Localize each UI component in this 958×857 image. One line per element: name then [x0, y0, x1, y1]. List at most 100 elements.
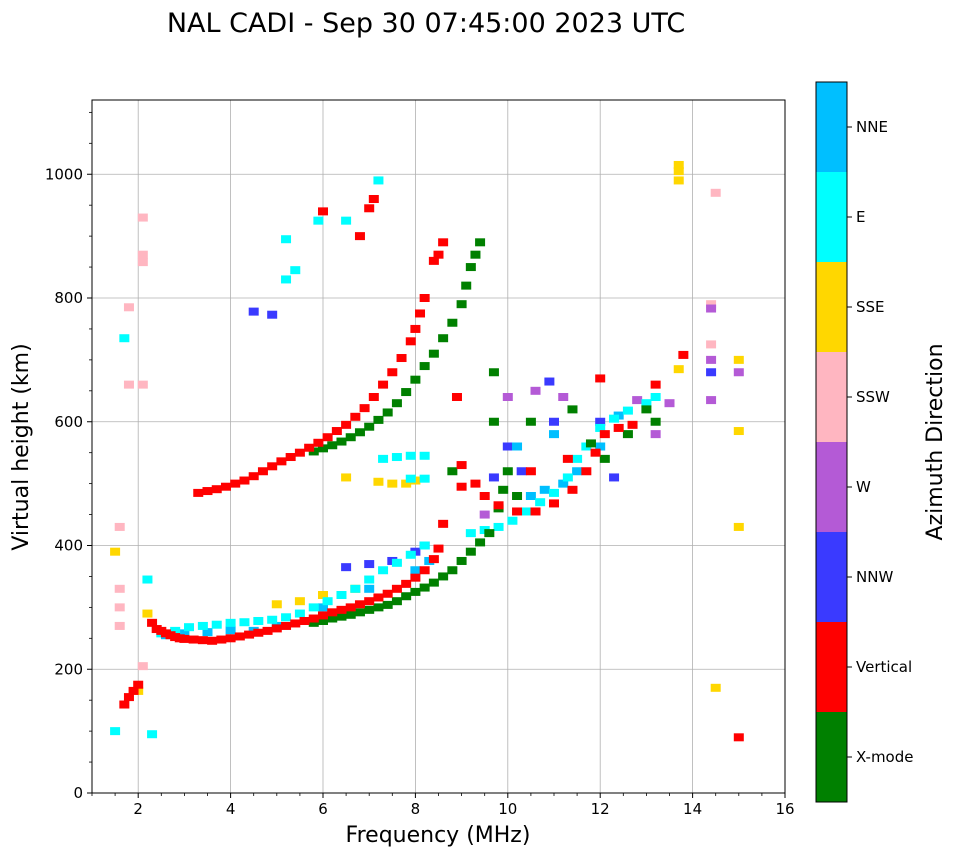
colorbar-label-e: E [856, 208, 865, 226]
echo-point-ssw [137, 250, 148, 259]
echo-point-vertical [368, 195, 379, 203]
echo-point-sse [733, 522, 744, 531]
echo-point-nnw [248, 307, 259, 316]
echo-point-x-mode [318, 616, 328, 625]
echo-point-nne [549, 430, 559, 439]
echo-point-x-mode [447, 566, 458, 575]
echo-point-nne [318, 603, 328, 612]
echo-point-ssw [123, 380, 134, 389]
echo-point-vertical [257, 467, 268, 476]
echo-point-sse [271, 600, 282, 609]
echo-point-x-mode [391, 399, 402, 408]
echo-point-vertical [678, 350, 689, 359]
y-tick-label: 800 [54, 289, 83, 307]
echo-point-nne [539, 485, 550, 494]
echo-point-vertical [650, 380, 661, 389]
echo-point-vertical [562, 454, 573, 463]
echo-point-x-mode [401, 592, 412, 601]
echo-point-vertical [276, 457, 287, 466]
echo-point-e [170, 626, 181, 635]
echo-point-vertical [267, 462, 278, 471]
echo-point-ssw [710, 188, 721, 197]
echo-point-nnw [267, 310, 278, 319]
echo-point-x-mode [354, 428, 365, 437]
echo-point-e [378, 454, 389, 463]
echo-point-vertical [530, 507, 541, 516]
x-tick-label: 14 [683, 800, 702, 818]
echo-point-w [733, 368, 744, 377]
echo-point-vertical [419, 294, 430, 302]
echo-point-x-mode [419, 362, 430, 371]
echo-point-x-mode [585, 439, 596, 448]
echo-point-e [281, 613, 292, 622]
echo-point-x-mode [318, 444, 328, 453]
echo-point-x-mode [336, 612, 347, 621]
echo-point-vertical [549, 499, 559, 508]
echo-point-e [197, 621, 208, 630]
echo-point-vertical [368, 393, 379, 401]
echo-point-vertical [318, 611, 328, 620]
echo-point-nne [595, 442, 606, 451]
echo-point-ssw [114, 522, 125, 531]
echo-point-vertical [613, 423, 624, 432]
echo-point-vertical [438, 238, 449, 247]
colorbar-frame [815, 81, 848, 803]
echo-point-e [364, 575, 375, 584]
echo-point-vertical [230, 479, 241, 488]
echo-point-vertical [290, 619, 301, 628]
x-tick-label: 10 [498, 800, 517, 818]
echo-point-x-mode [567, 405, 578, 414]
echo-point-e [350, 584, 361, 593]
echo-point-e [609, 414, 620, 423]
echo-point-vertical [318, 207, 328, 216]
echo-point-x-mode [484, 529, 495, 538]
x-axis-label: Frequency (MHz) [346, 823, 531, 848]
echo-point-e [142, 575, 153, 584]
echo-point-sse [318, 591, 328, 599]
echo-point-sse [673, 167, 684, 176]
echo-point-e [147, 730, 158, 739]
echo-point-nne [525, 492, 536, 500]
echo-point-nnw [488, 473, 499, 482]
echo-point-x-mode [447, 318, 458, 327]
echo-point-vertical [733, 733, 744, 742]
echo-point-x-mode [465, 263, 476, 272]
echo-point-e [281, 235, 292, 244]
echo-point-x-mode [650, 417, 661, 426]
echo-point-x-mode [419, 583, 430, 592]
echo-point-sse [401, 479, 412, 488]
echo-point-e [119, 334, 130, 343]
echo-point-e [267, 615, 278, 624]
echo-point-nne [179, 629, 190, 638]
echo-point-vertical [410, 324, 421, 333]
echo-point-vertical [415, 309, 426, 318]
echo-point-sse [110, 547, 121, 556]
echo-point-w [706, 304, 717, 313]
echo-point-vertical [211, 485, 222, 494]
echo-point-e [405, 451, 416, 460]
echo-point-vertical [216, 635, 227, 644]
echo-point-w [479, 510, 490, 519]
echo-point-w [706, 355, 717, 364]
echo-point-x-mode [438, 572, 449, 581]
echo-point-x-mode [456, 300, 467, 309]
echo-point-vertical [401, 579, 412, 588]
x-tick-label: 16 [775, 800, 794, 818]
echo-point-vertical [387, 368, 398, 377]
echo-point-x-mode [327, 441, 338, 450]
echo-point-vertical [567, 485, 578, 494]
colorbar-swatch-e [816, 172, 847, 262]
echo-point-x-mode [327, 614, 338, 623]
echo-point-vertical [493, 501, 504, 510]
echo-point-vertical [590, 448, 601, 457]
echo-point-ssw [137, 380, 148, 389]
echo-point-e [521, 507, 532, 516]
echo-point-vertical [147, 618, 158, 627]
echo-point-e [622, 406, 633, 415]
y-tick-label: 0 [73, 784, 83, 802]
y-axis-label: Virtual height (km) [9, 343, 34, 550]
echo-point-sse [294, 597, 305, 606]
echo-point-ssw [706, 340, 717, 349]
echo-point-vertical [294, 448, 305, 457]
